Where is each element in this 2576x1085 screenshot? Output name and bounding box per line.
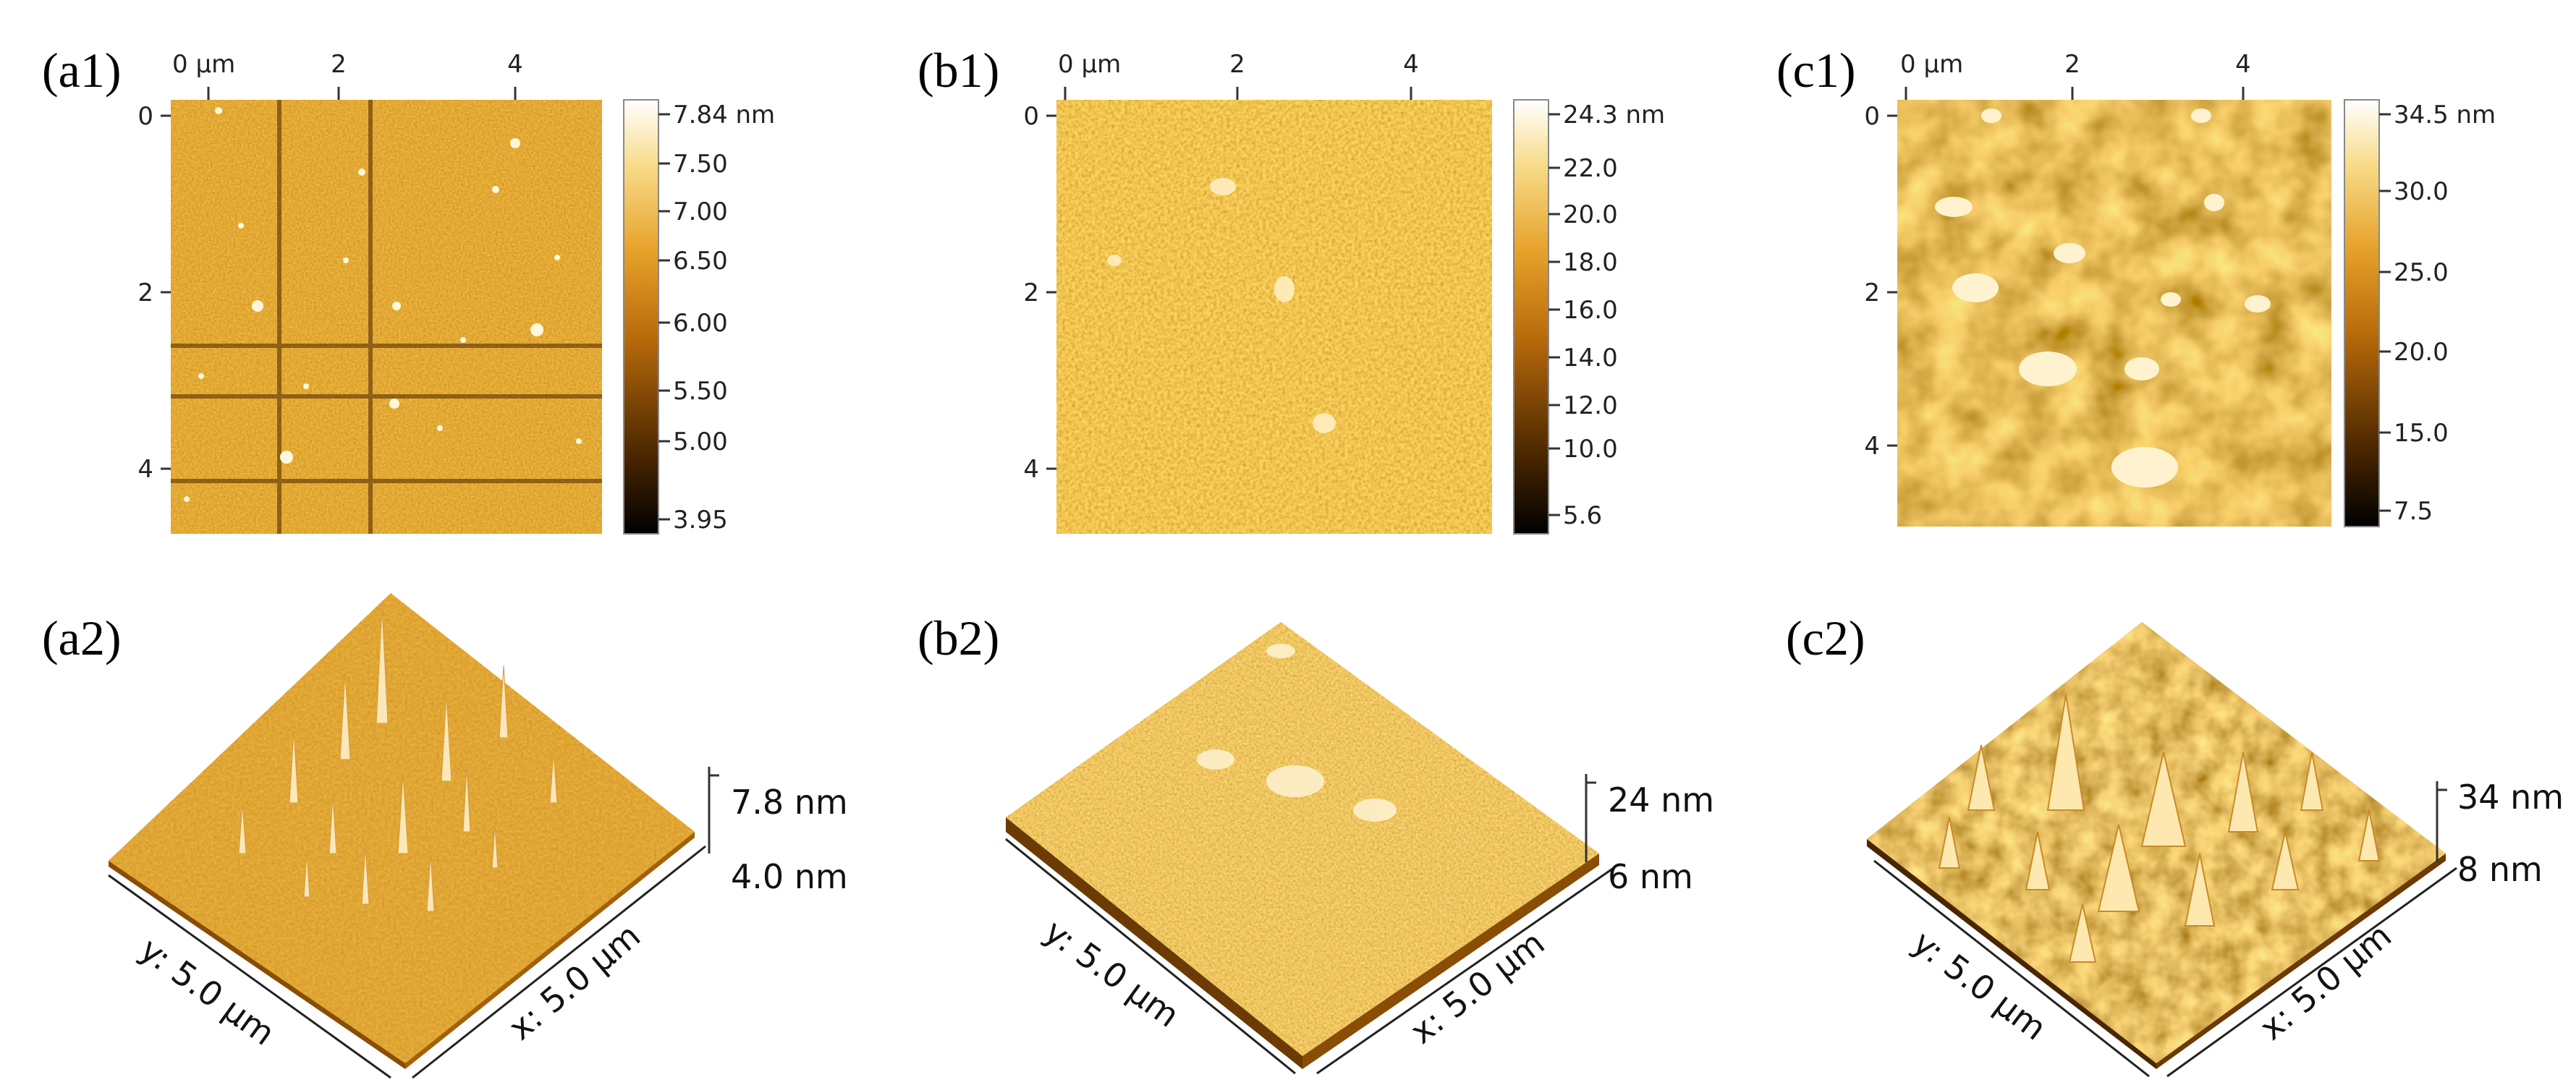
- colorbar-tick: 6.50: [673, 247, 728, 276]
- x-tick-label: 0 µm: [172, 50, 235, 79]
- panel-label-a1: (a1): [42, 43, 121, 98]
- panel-a2: (a2) y: 5.0 µm x: 5.0 µm: [42, 593, 848, 1079]
- y-tick-label: 2: [1864, 278, 1880, 307]
- x-tick-label: 4: [1403, 50, 1419, 79]
- colorbar-tick: 7.84 nm: [673, 101, 775, 129]
- y-tick-label: 4: [1864, 432, 1880, 461]
- x-tick-label: 4: [2235, 50, 2251, 79]
- panel-b2: (b2) y: 5.0 µm x: 5.0 µm 24 nm 6 nm: [918, 610, 1714, 1075]
- surface-3d-b2: [1006, 622, 1599, 1069]
- colorbar-tick: 5.6: [1563, 501, 1602, 530]
- colorbar-tick: 12.0: [1563, 391, 1618, 420]
- y-tick-label: 0: [1023, 102, 1039, 131]
- panel-c2: (c2) y: 5.0 µm x: 5.0 µm: [1786, 610, 2564, 1078]
- panel-label-a2: (a2): [42, 610, 121, 665]
- colorbar-tick: 7.50: [673, 150, 728, 179]
- colorbar-tick: 3.95: [673, 506, 728, 535]
- y-tick-label: 2: [1023, 278, 1039, 307]
- colorbar-tick: 10.0: [1563, 435, 1618, 464]
- colorbar-tick: 14.0: [1563, 344, 1618, 373]
- z-min-label-b2: 6 nm: [1608, 857, 1693, 896]
- surface-3d-c2: [1867, 622, 2446, 1069]
- z-min-label-c2: 8 nm: [2457, 850, 2543, 889]
- colorbar-tick: 7.00: [673, 197, 728, 226]
- y-tick-label: 0: [1864, 102, 1880, 131]
- y-tick-label: 4: [137, 455, 153, 484]
- panel-label-c2: (c2): [1786, 610, 1865, 665]
- colorbar-a1: [623, 99, 659, 535]
- colorbar-tick: 25.0: [2394, 258, 2449, 287]
- x-tick-label: 2: [1229, 50, 1245, 79]
- panel-a1: (a1) 0 µm 2 4 0 2 4: [42, 43, 775, 535]
- colorbar-tick: 5.00: [673, 427, 728, 456]
- panel-c1: (c1) 0 µm 2 4 0 2 4 34.5 nm: [1776, 43, 2496, 527]
- colorbar-tick: 20.0: [1563, 200, 1618, 229]
- y-tick-label: 0: [137, 102, 153, 131]
- colorbar-tick: 6.00: [673, 309, 728, 338]
- panel-label-b1: (b1): [918, 43, 999, 98]
- z-max-label-a2: 7.8 nm: [731, 783, 848, 822]
- colorbar-tick: 24.3 nm: [1563, 101, 1665, 129]
- z-max-label-b2: 24 nm: [1608, 780, 1714, 820]
- y-tick-label: 4: [1023, 455, 1039, 484]
- colorbar-tick: 7.5: [2394, 497, 2433, 526]
- colorbar-tick: 18.0: [1563, 248, 1618, 277]
- x-tick-label: 2: [2064, 50, 2080, 79]
- colorbar-tick: 34.5 nm: [2394, 101, 2496, 129]
- panel-label-c1: (c1): [1776, 43, 1855, 98]
- colorbar-tick: 20.0: [2394, 338, 2449, 367]
- colorbar-tick: 30.0: [2394, 177, 2449, 206]
- height-map-c1: [1897, 100, 2331, 527]
- y-tick-label: 2: [137, 278, 153, 307]
- colorbar-tick: 5.50: [673, 377, 728, 406]
- z-min-label-a2: 4.0 nm: [731, 857, 848, 896]
- colorbar-tick: 15.0: [2394, 419, 2449, 448]
- z-max-label-c2: 34 nm: [2457, 778, 2564, 817]
- x-tick-label: 2: [331, 50, 347, 79]
- colorbar-c1: [2344, 99, 2380, 527]
- height-map-b1: [1056, 100, 1492, 534]
- x-tick-label: 0 µm: [1900, 50, 1963, 79]
- panel-b1: (b1) 0 µm 2 4 0 2 4 24.3 nm 22.0 20.0 18…: [918, 43, 1665, 535]
- x-tick-label: 4: [507, 50, 523, 79]
- x-tick-label: 0 µm: [1058, 50, 1121, 79]
- colorbar-tick: 22.0: [1563, 154, 1618, 183]
- height-map-a1: [171, 100, 602, 534]
- colorbar-b1: [1513, 99, 1549, 535]
- colorbar-tick: 16.0: [1563, 296, 1618, 325]
- panel-label-b2: (b2): [918, 610, 999, 665]
